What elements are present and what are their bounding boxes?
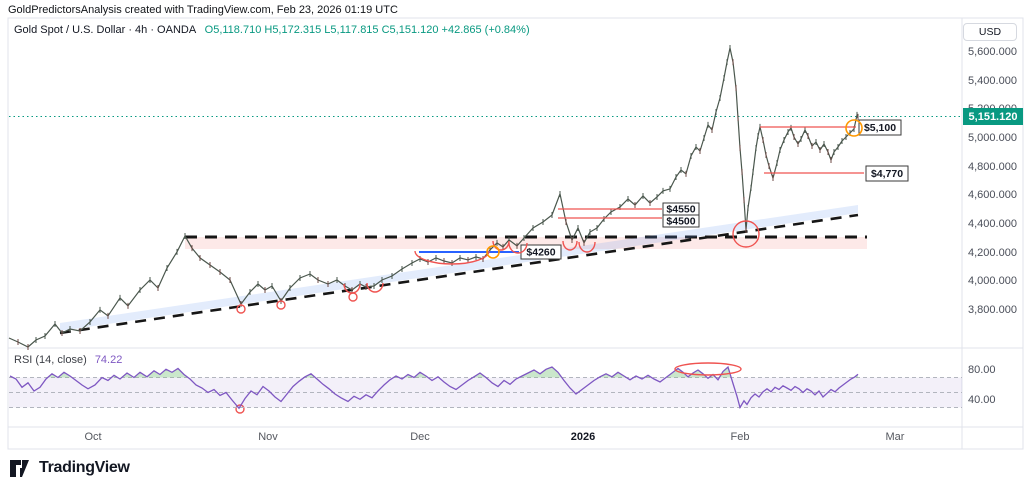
rsi-tick-label: 80.00 (968, 364, 996, 376)
price-level-label-text: $5,100 (864, 122, 896, 134)
rsi-title: RSI (14, close) (14, 354, 87, 366)
time-axis-label-feb: Feb (730, 431, 750, 443)
support-test-arc (508, 242, 528, 254)
highlight-red-circle (348, 292, 358, 302)
ascending-trendline[interactable] (59, 213, 859, 335)
resistance-zone (185, 237, 867, 249)
time-axis-label-mar: Mar (885, 431, 905, 443)
price-tick-label: 5,400.000 (968, 74, 1017, 87)
symbol-title[interactable]: Gold Spot / U.S. Dollar · 4h · OANDA (14, 24, 196, 36)
price-level-label-text: $4500 (666, 216, 695, 228)
price-level-label-box[interactable] (662, 214, 700, 228)
price-level-label-text: $4,770 (871, 168, 903, 180)
price-level-label-box[interactable] (865, 165, 909, 182)
blue-level-label-text: $4260 (526, 247, 555, 259)
tradingview-logo-text: TradingView (39, 459, 130, 476)
rsi-legend[interactable]: RSI (14, close) 74.22 (14, 354, 122, 366)
rsi-tick-label: 40.00 (968, 394, 996, 406)
price-series-line (8, 47, 859, 348)
price-tick-label: 4,800.000 (968, 160, 1017, 173)
price-tick-label: 4,400.000 (968, 218, 1017, 230)
support-test-arc (414, 250, 490, 265)
tradingview-logo[interactable]: TradingView (10, 459, 130, 477)
support-test-arc (578, 241, 596, 253)
time-axis-label-nov: Nov (258, 431, 278, 443)
support-test-arc (366, 282, 384, 293)
time-axis-label-2026: 2026 (570, 431, 596, 443)
highlight-red-circle (235, 404, 245, 414)
price-tick-label: 5,600.000 (968, 46, 1017, 59)
price-tick-label: 4,600.000 (968, 189, 1017, 202)
breakout-orange-circle (486, 245, 500, 259)
rsi-overbought-fill (10, 367, 858, 378)
price-level-label-box[interactable] (858, 119, 902, 136)
rsi-line (9, 365, 859, 410)
time-axis-label-dec: Dec (410, 431, 430, 443)
price-level-label-text: $4550 (666, 204, 695, 216)
highlight-red-circle (236, 304, 246, 314)
breakout-orange-circle (845, 119, 863, 137)
ohlc-values: O5,118.710 H5,172.315 L5,117.815 C5,151.… (204, 24, 530, 36)
price-tick-label: 4,000.000 (968, 275, 1017, 288)
price-tick-label: 4,200.000 (968, 246, 1017, 259)
current-price-badge: 5,151.120 (963, 108, 1023, 125)
price-tick-label: 3,800.000 (968, 303, 1017, 316)
highlight-red-circle (732, 220, 760, 248)
symbol-legend[interactable]: Gold Spot / U.S. Dollar · 4h · OANDA O5,… (14, 24, 530, 36)
price-tick-label: 5,000.000 (968, 132, 1017, 145)
currency-unit-button[interactable]: USD (963, 23, 1017, 41)
attribution-text: GoldPredictorsAnalysis created with Trad… (8, 4, 398, 16)
time-axis-label-oct: Oct (84, 431, 102, 443)
chart-frame (7, 17, 1024, 450)
rsi-value: 74.22 (94, 354, 123, 366)
support-test-arc (562, 240, 578, 251)
trend-channel-band (60, 205, 858, 331)
rsi-peaks-ellipse (674, 362, 742, 376)
tradingview-logo-icon (10, 459, 29, 477)
highlight-red-circle (276, 300, 286, 310)
